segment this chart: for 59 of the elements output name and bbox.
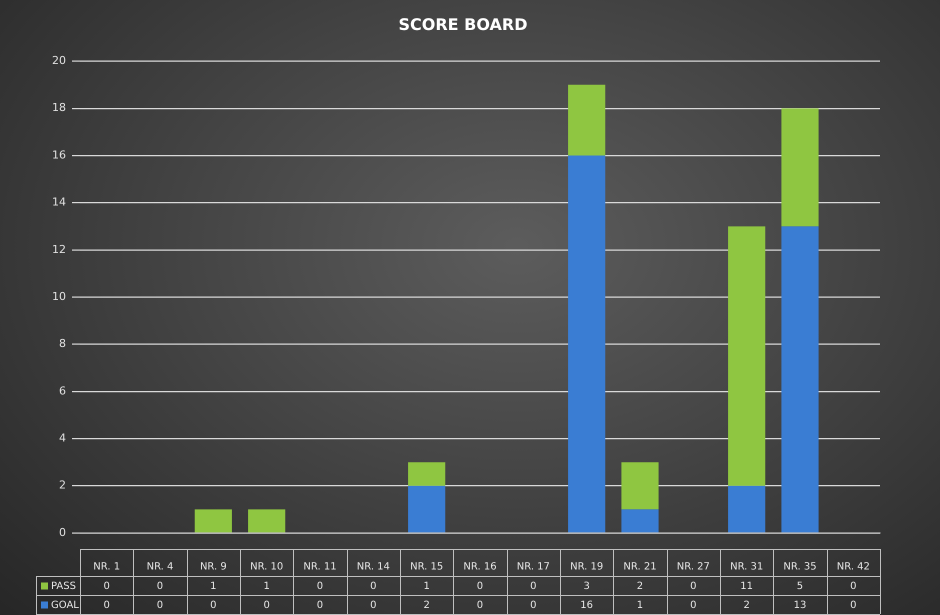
data-label: 0 bbox=[690, 600, 697, 612]
data-label: 0 bbox=[850, 600, 857, 612]
data-label: 2 bbox=[743, 600, 750, 612]
y-tick-label: 20 bbox=[52, 54, 66, 68]
data-label: 0 bbox=[103, 581, 110, 592]
data-label: 2 bbox=[423, 600, 430, 612]
chart-title: SCORE BOARD bbox=[398, 14, 528, 34]
y-tick-label: 6 bbox=[58, 384, 66, 398]
x-tick-label: NR. 17 bbox=[516, 562, 550, 573]
y-tick-label: 8 bbox=[58, 337, 66, 350]
x-tick-label: NR. 15 bbox=[410, 562, 444, 573]
data-label: 0 bbox=[156, 581, 164, 592]
data-label: 0 bbox=[530, 600, 537, 612]
y-tick-label: 12 bbox=[52, 242, 66, 256]
data-label: 0 bbox=[476, 600, 484, 612]
data-label: 0 bbox=[316, 600, 324, 612]
y-tick-label: 10 bbox=[52, 290, 66, 303]
x-tick-label: NR. 19 bbox=[570, 562, 604, 573]
y-tick-label: 16 bbox=[52, 148, 66, 162]
data-label: 0 bbox=[690, 581, 697, 592]
x-tick-label: NR. 4 bbox=[146, 562, 174, 573]
data-label: 13 bbox=[794, 600, 806, 612]
data-label: 0 bbox=[263, 600, 270, 612]
data-label: 16 bbox=[580, 600, 594, 612]
data-label: 3 bbox=[583, 581, 590, 592]
data-label: 0 bbox=[210, 600, 217, 612]
x-tick-label: NR. 10 bbox=[250, 562, 284, 573]
y-tick-label: 18 bbox=[52, 101, 66, 114]
data-label: 0 bbox=[316, 581, 324, 592]
data-label: 0 bbox=[530, 581, 537, 592]
legend-label: PASS bbox=[50, 581, 76, 592]
data-label: 1 bbox=[423, 581, 430, 592]
x-tick-label: NR. 27 bbox=[676, 562, 710, 573]
x-tick-label: NR. 42 bbox=[836, 562, 870, 573]
x-tick-label: NR. 1 bbox=[93, 562, 120, 573]
y-tick-label: 4 bbox=[58, 432, 66, 444]
data-label: 0 bbox=[103, 600, 110, 612]
data-label: 1 bbox=[636, 600, 644, 612]
y-tick-label: 0 bbox=[58, 526, 66, 539]
data-label: 0 bbox=[156, 600, 164, 612]
data-label: 1 bbox=[263, 581, 270, 592]
x-tick-label: NR. 14 bbox=[356, 562, 390, 573]
x-tick-label: NR. 35 bbox=[783, 562, 817, 573]
data-label: 2 bbox=[636, 581, 644, 592]
x-tick-label: NR. 9 bbox=[200, 562, 227, 573]
x-tick-label: NR. 21 bbox=[623, 562, 657, 573]
data-label: 1 bbox=[210, 581, 217, 592]
data-label: 0 bbox=[476, 581, 484, 592]
data-label: 5 bbox=[796, 581, 804, 592]
legend-label: GOAL bbox=[50, 600, 80, 612]
data-label: 0 bbox=[370, 581, 377, 592]
x-tick-label: NR. 31 bbox=[730, 562, 764, 573]
y-tick-label: 2 bbox=[58, 478, 66, 492]
data-label: 11 bbox=[740, 581, 754, 592]
data-label: 0 bbox=[370, 600, 377, 612]
x-tick-label: NR. 11 bbox=[303, 562, 337, 573]
y-tick-label: 14 bbox=[52, 196, 66, 209]
data-label: 0 bbox=[850, 581, 857, 592]
x-tick-label: NR. 16 bbox=[463, 562, 497, 573]
